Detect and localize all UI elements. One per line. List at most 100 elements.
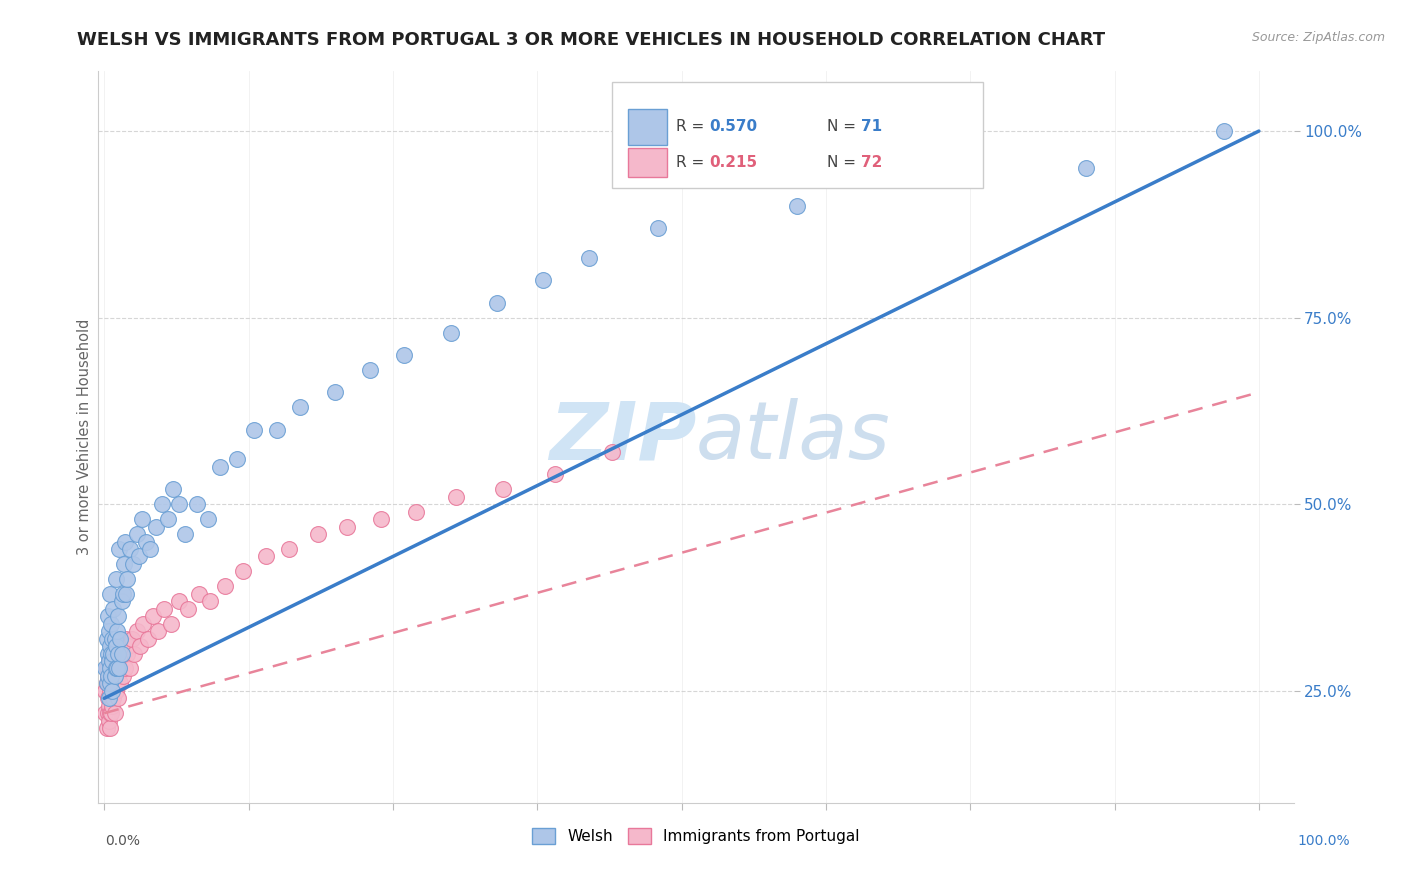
- Point: [104, 639, 127, 653]
- Point: [446, 490, 468, 504]
- Point: [103, 669, 125, 683]
- Point: [97, 669, 120, 683]
- Point: [131, 512, 153, 526]
- Point: [105, 676, 128, 690]
- Point: [98, 706, 121, 721]
- Point: [107, 669, 129, 683]
- Point: [97, 698, 120, 713]
- Point: [200, 594, 222, 608]
- Point: [187, 587, 209, 601]
- Point: [278, 542, 301, 557]
- Point: [94, 661, 117, 675]
- Point: [107, 647, 129, 661]
- Point: [101, 683, 124, 698]
- Text: Source: ZipAtlas.com: Source: ZipAtlas.com: [1251, 31, 1385, 45]
- Point: [543, 467, 565, 482]
- Point: [153, 601, 176, 615]
- Point: [110, 594, 132, 608]
- Point: [110, 632, 132, 646]
- Point: [104, 661, 127, 675]
- Point: [98, 721, 121, 735]
- Point: [107, 691, 129, 706]
- Point: [266, 423, 288, 437]
- Point: [101, 654, 124, 668]
- Point: [108, 542, 131, 557]
- Point: [122, 647, 145, 661]
- Point: [114, 534, 136, 549]
- Point: [359, 363, 381, 377]
- Point: [111, 587, 134, 601]
- Point: [115, 632, 138, 646]
- Point: [786, 199, 808, 213]
- Point: [290, 401, 312, 415]
- Point: [145, 519, 167, 533]
- Point: [142, 609, 165, 624]
- Point: [162, 483, 184, 497]
- Point: [226, 452, 249, 467]
- Point: [94, 683, 117, 698]
- Point: [128, 549, 150, 564]
- Point: [167, 497, 190, 511]
- Point: [114, 661, 136, 675]
- Point: [136, 632, 159, 646]
- Point: [97, 624, 120, 639]
- Point: [243, 423, 266, 437]
- Point: [97, 609, 120, 624]
- Point: [105, 661, 128, 675]
- Point: [97, 654, 120, 668]
- Point: [118, 661, 141, 675]
- Point: [150, 497, 173, 511]
- FancyBboxPatch shape: [628, 148, 668, 178]
- Point: [121, 632, 143, 646]
- Text: R =: R =: [676, 154, 709, 169]
- Point: [491, 483, 513, 497]
- Point: [323, 385, 346, 400]
- Point: [107, 609, 129, 624]
- Point: [96, 661, 118, 675]
- Point: [1213, 124, 1236, 138]
- Point: [110, 647, 132, 661]
- Point: [101, 632, 124, 646]
- Point: [405, 505, 427, 519]
- Point: [108, 639, 131, 653]
- Point: [100, 647, 122, 661]
- Point: [97, 691, 120, 706]
- Text: 0.0%: 0.0%: [105, 834, 141, 847]
- Point: [485, 295, 508, 310]
- Point: [394, 348, 416, 362]
- Legend: Welsh, Immigrants from Portugal: Welsh, Immigrants from Portugal: [526, 822, 866, 850]
- Point: [129, 639, 152, 653]
- Point: [370, 512, 392, 526]
- Point: [104, 661, 127, 675]
- Point: [101, 683, 124, 698]
- Point: [254, 549, 277, 564]
- Point: [177, 601, 200, 615]
- Point: [115, 587, 138, 601]
- Text: 72: 72: [860, 154, 883, 169]
- Text: 0.570: 0.570: [709, 119, 758, 134]
- Y-axis label: 3 or more Vehicles in Household: 3 or more Vehicles in Household: [77, 319, 91, 555]
- Point: [103, 669, 125, 683]
- Point: [103, 706, 125, 721]
- Point: [118, 542, 141, 557]
- Point: [101, 669, 124, 683]
- Point: [208, 459, 231, 474]
- Point: [97, 691, 120, 706]
- Point: [98, 639, 121, 653]
- Point: [101, 698, 124, 713]
- Text: 0.215: 0.215: [709, 154, 758, 169]
- Point: [94, 706, 117, 721]
- Point: [96, 632, 118, 646]
- Point: [122, 557, 145, 571]
- Point: [117, 572, 139, 586]
- Point: [108, 661, 131, 675]
- Point: [100, 616, 122, 631]
- Text: N =: N =: [827, 154, 862, 169]
- Text: atlas: atlas: [696, 398, 891, 476]
- Point: [97, 654, 120, 668]
- Point: [98, 669, 121, 683]
- Text: R =: R =: [676, 119, 709, 134]
- Point: [125, 527, 148, 541]
- Point: [112, 647, 135, 661]
- Point: [125, 624, 148, 639]
